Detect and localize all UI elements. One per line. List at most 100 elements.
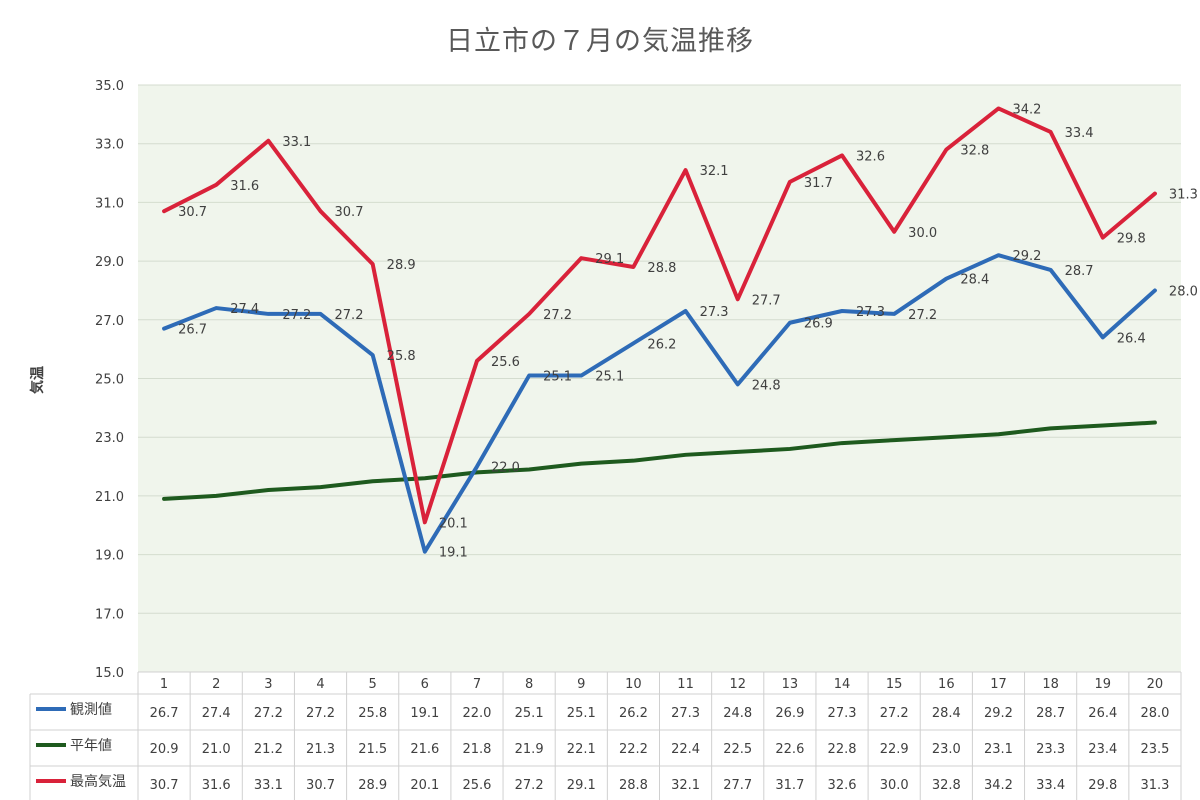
legend-entry: 最高気温 (70, 773, 126, 790)
y-tick-label: 29.0 (95, 255, 124, 270)
table-cell: 21.9 (515, 742, 544, 757)
x-tick-label: 8 (525, 677, 533, 692)
series-line (162, 253, 1157, 554)
data-label: 26.9 (804, 317, 833, 332)
table-cell: 29.2 (984, 706, 1013, 721)
table-cell: 29.1 (567, 778, 596, 793)
y-tick-label: 35.0 (95, 79, 124, 94)
x-tick-label: 2 (212, 677, 220, 692)
table-cell: 30.7 (306, 778, 335, 793)
y-tick-label: 15.0 (95, 666, 124, 681)
table-cell: 27.3 (828, 706, 857, 721)
data-label: 27.4 (230, 302, 259, 317)
data-label: 26.2 (647, 337, 676, 352)
x-tick-label: 6 (421, 677, 429, 692)
table-cell: 27.2 (515, 778, 544, 793)
table-cell: 22.0 (462, 706, 491, 721)
table-cell: 21.0 (202, 742, 231, 757)
data-label: 29.2 (1012, 249, 1041, 264)
data-label: 28.0 (1169, 284, 1198, 299)
x-tick-label: 1 (160, 677, 168, 692)
table-cell: 21.3 (306, 742, 335, 757)
table-cell: 23.0 (932, 742, 961, 757)
table-cell: 29.8 (1088, 778, 1117, 793)
table-cell: 22.2 (619, 742, 648, 757)
table-cell: 27.2 (306, 706, 335, 721)
table-cell: 33.1 (254, 778, 283, 793)
data-label: 30.0 (908, 226, 937, 241)
table-cell: 23.5 (1140, 742, 1169, 757)
data-label: 31.6 (230, 179, 259, 194)
table-cell: 28.9 (358, 778, 387, 793)
table-cell: 22.4 (671, 742, 700, 757)
x-tick-label: 3 (264, 677, 272, 692)
y-tick-label: 27.0 (95, 314, 124, 329)
data-label: 27.3 (700, 305, 729, 320)
table-cell: 21.6 (410, 742, 439, 757)
table-cell: 25.1 (567, 706, 596, 721)
table-cell: 28.0 (1140, 706, 1169, 721)
table-cell: 21.5 (358, 742, 387, 757)
data-label: 27.3 (856, 305, 885, 320)
data-label: 28.9 (387, 258, 416, 273)
y-tick-label: 33.0 (95, 138, 124, 153)
table-cell: 25.6 (462, 778, 491, 793)
table-cell: 25.1 (515, 706, 544, 721)
table-cell: 33.4 (1036, 778, 1065, 793)
table-cell: 21.2 (254, 742, 283, 757)
data-label: 26.4 (1117, 331, 1146, 346)
data-label: 32.8 (960, 144, 989, 159)
x-tick-label: 18 (1042, 677, 1059, 692)
legend-entry: 観測値 (70, 701, 112, 718)
table-cell: 22.1 (567, 742, 596, 757)
table-cell: 28.4 (932, 706, 961, 721)
x-tick-label: 15 (886, 677, 903, 692)
x-tick-label: 14 (834, 677, 851, 692)
data-label: 32.6 (856, 149, 885, 164)
data-label: 28.8 (647, 261, 676, 276)
table-cell: 27.4 (202, 706, 231, 721)
data-label: 27.2 (282, 308, 311, 323)
series-line (162, 106, 1157, 525)
table-cell: 22.8 (828, 742, 857, 757)
x-tick-label: 12 (729, 677, 746, 692)
table-cell: 28.7 (1036, 706, 1065, 721)
data-label: 20.1 (439, 516, 468, 531)
table-cell: 27.3 (671, 706, 700, 721)
table-cell: 31.6 (202, 778, 231, 793)
x-tick-label: 4 (316, 677, 324, 692)
table-cell: 23.4 (1088, 742, 1117, 757)
table-cell: 26.9 (775, 706, 804, 721)
data-label: 34.2 (1012, 102, 1041, 117)
data-label: 27.2 (335, 308, 364, 323)
x-tick-label: 17 (990, 677, 1007, 692)
data-label: 25.1 (595, 370, 624, 385)
table-cell: 31.7 (775, 778, 804, 793)
x-tick-label: 20 (1147, 677, 1164, 692)
table-cell: 30.0 (880, 778, 909, 793)
chart-title: 日立市の７月の気温推移 (446, 26, 754, 57)
y-tick-label: 25.0 (95, 373, 124, 388)
series-line (162, 420, 1157, 501)
data-label: 28.7 (1065, 264, 1094, 279)
data-label: 27.7 (752, 293, 781, 308)
x-tick-label: 9 (577, 677, 585, 692)
data-label: 22.0 (491, 461, 520, 476)
data-label: 19.1 (439, 546, 468, 561)
data-label: 27.2 (543, 308, 572, 323)
data-label: 32.1 (700, 164, 729, 179)
data-label: 25.1 (543, 370, 572, 385)
y-axis-label: 気温 (29, 366, 46, 394)
y-tick-label: 17.0 (95, 607, 124, 622)
table-cell: 30.7 (150, 778, 179, 793)
x-tick-label: 19 (1095, 677, 1112, 692)
x-tick-label: 13 (782, 677, 799, 692)
table-cell: 22.6 (775, 742, 804, 757)
table-cell: 32.1 (671, 778, 700, 793)
table-cell: 32.8 (932, 778, 961, 793)
data-label: 25.6 (491, 355, 520, 370)
legend-entry: 平年値 (70, 738, 112, 754)
y-tick-label: 23.0 (95, 431, 124, 446)
data-label: 30.7 (178, 205, 207, 220)
